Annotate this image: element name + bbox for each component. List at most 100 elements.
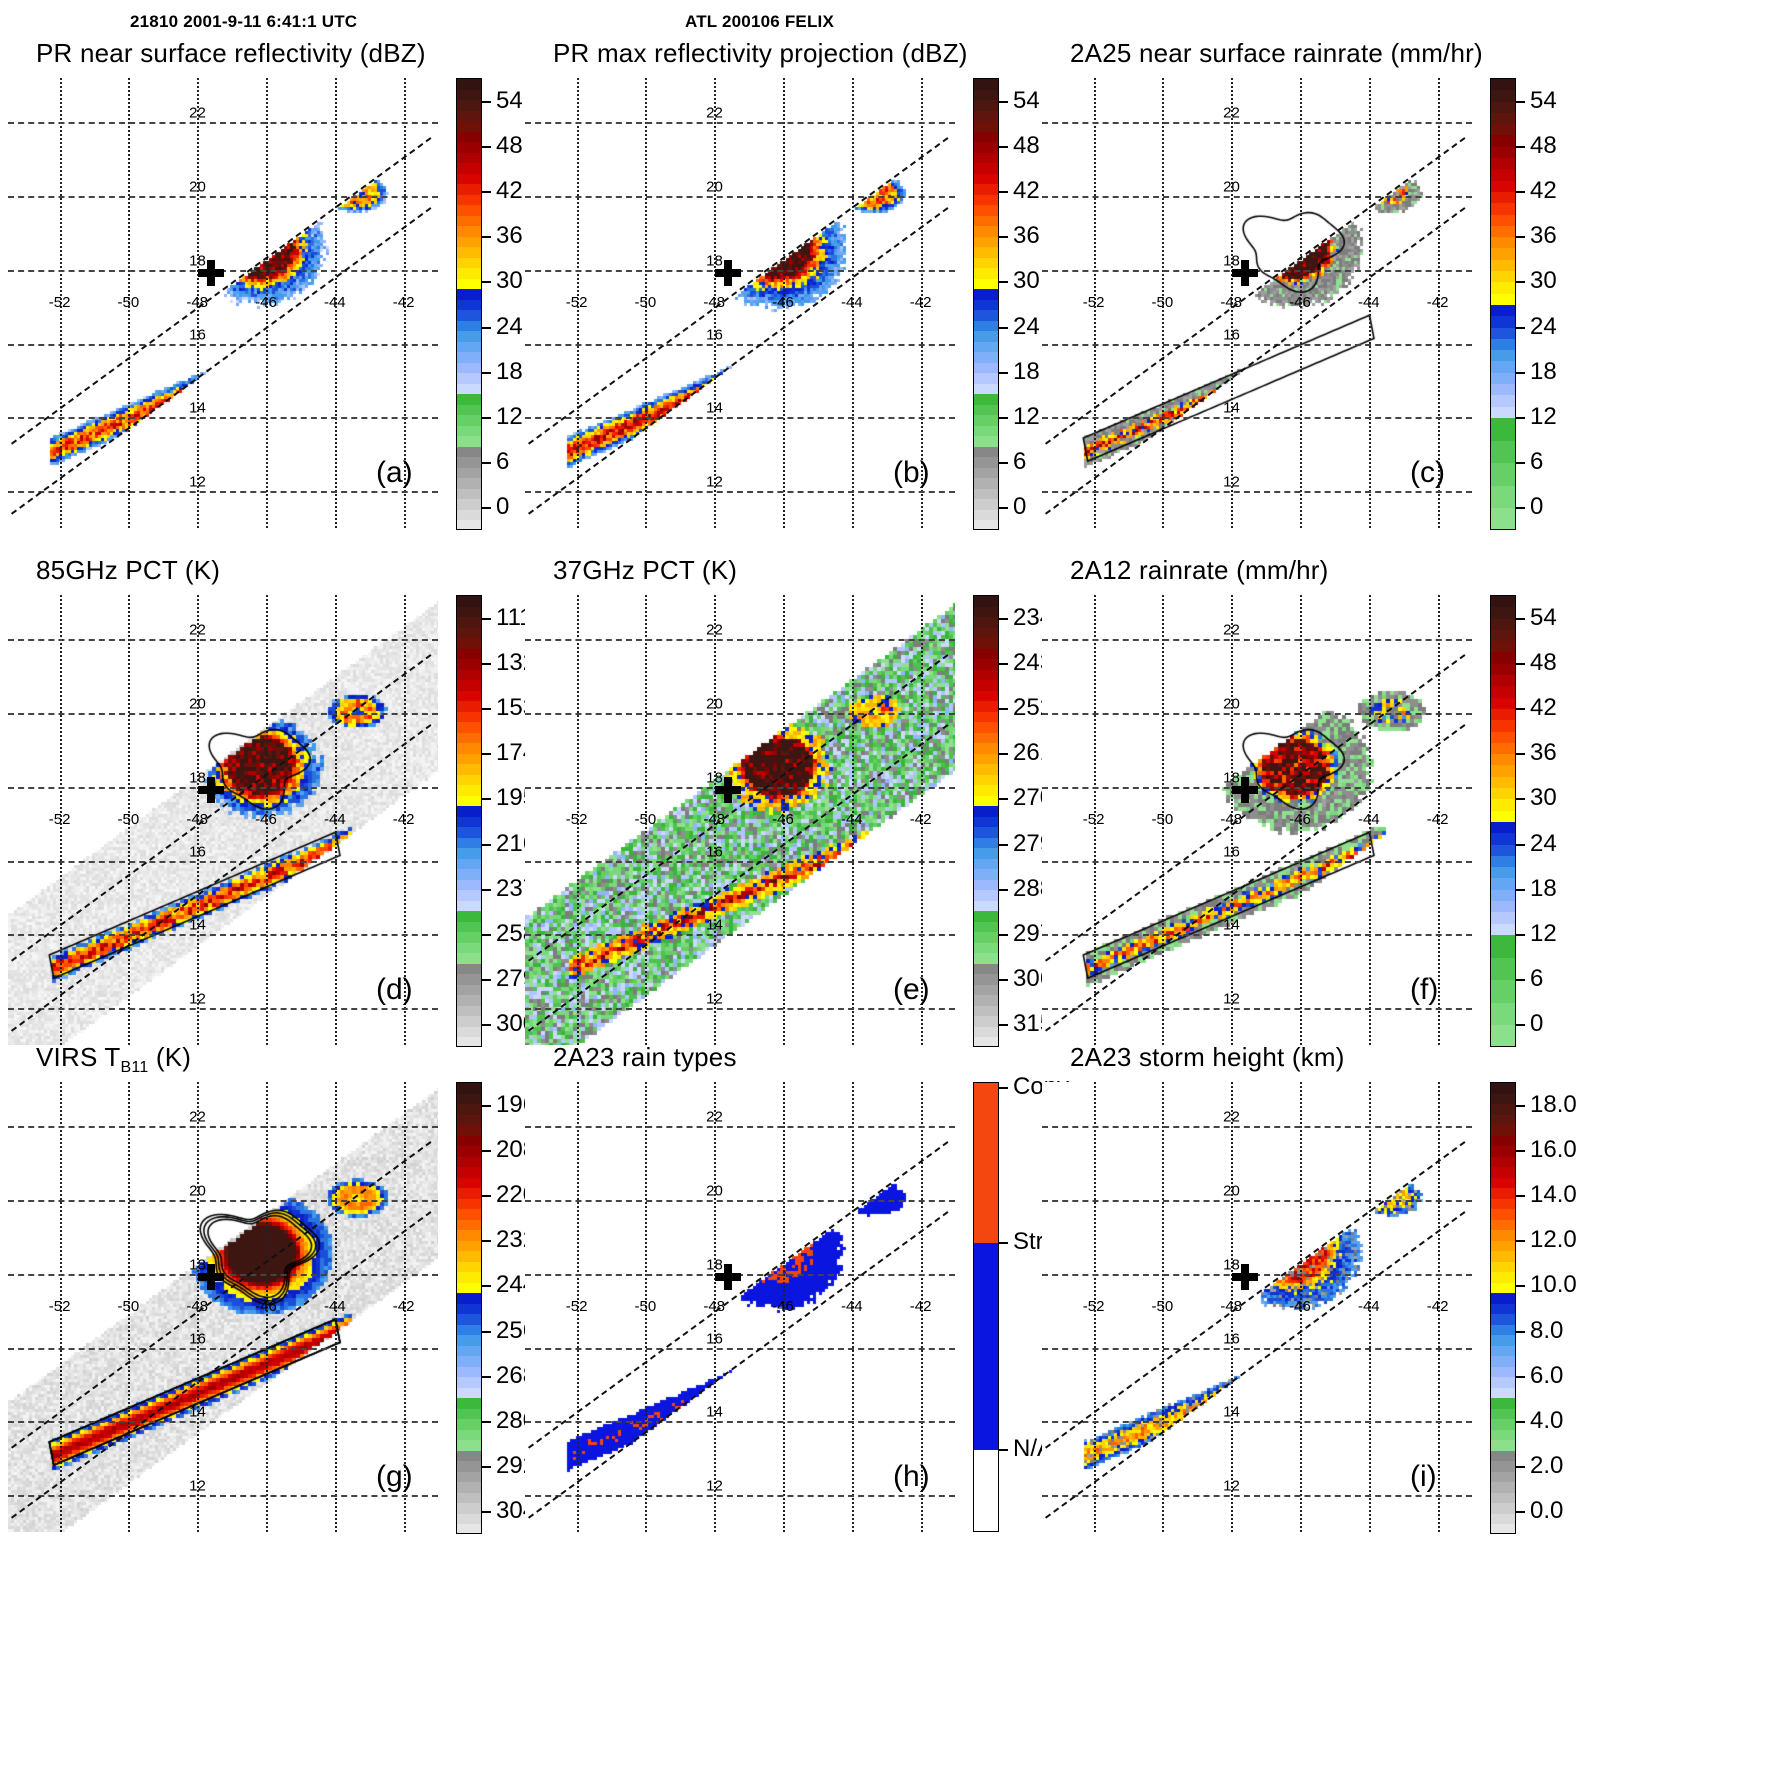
gridline-lat-22 <box>1042 639 1472 642</box>
colorbar-segment <box>1491 833 1515 845</box>
colorbar-segment <box>457 268 481 279</box>
colorbar-a: 54 48 42 36 30 24 18 12 6 0 <box>456 78 523 530</box>
colorbar-segment <box>1491 889 1515 902</box>
colorbar-segment <box>457 1026 481 1037</box>
colorbar-tick-label: 12 <box>1530 403 1557 430</box>
gridline-lat-20 <box>525 1200 955 1203</box>
lat-tick-label: 20 <box>189 1182 206 1200</box>
colorbar-segment <box>974 806 998 817</box>
colorbar-segment <box>457 1387 481 1398</box>
colorbar-segment <box>974 659 998 670</box>
colorbar-tick <box>1516 281 1525 284</box>
colorbar-segment <box>457 1104 481 1115</box>
colorbar-e: 234 243 252 261 270 279 288 297 306 315 <box>973 595 1053 1047</box>
colorbar-segment <box>457 142 481 153</box>
colorbar-segment <box>457 1366 481 1377</box>
lon-tick-label: -52 <box>565 810 588 828</box>
lon-tick-label: -42 <box>392 1297 415 1315</box>
colorbar-segment <box>974 415 998 426</box>
lon-tick-label: -42 <box>392 810 415 828</box>
colorbar-segment <box>457 816 481 827</box>
colorbar-h: ConvStratN/A <box>973 1073 1069 1532</box>
colorbar-segment <box>457 764 481 775</box>
gridline-lat-22 <box>8 1126 438 1129</box>
colorbar-segment <box>1491 867 1515 879</box>
colorbar-tick <box>482 326 491 329</box>
colorbar-segment <box>457 837 481 848</box>
colorbar-segment <box>974 478 998 489</box>
panel-letter-b: (b) <box>893 456 930 489</box>
colorbar-segment <box>457 1356 481 1367</box>
colorbar-segment <box>457 827 481 838</box>
colorbar-segment <box>1491 912 1515 924</box>
colorbar-segment-conv <box>974 1083 998 1243</box>
gridline-lon--46 <box>783 1082 785 1532</box>
lon-tick-label: -44 <box>1357 293 1380 311</box>
lat-tick-label: 12 <box>1223 473 1240 491</box>
lon-tick-label: -48 <box>186 293 209 311</box>
colorbar-tick-label: 0 <box>1530 493 1544 521</box>
colorbar-segment <box>457 1037 481 1046</box>
gridline-lat-22 <box>1042 1126 1472 1129</box>
gridline-lon--46 <box>783 78 785 528</box>
gridline-lon--48 <box>714 595 717 1045</box>
colorbar-segment <box>457 711 481 722</box>
colorbar-segment <box>1491 248 1515 260</box>
colorbar-tick-label: 24 <box>1013 312 1040 340</box>
colorbar-segment <box>1491 596 1515 608</box>
gridline-lat-14 <box>1042 417 1472 420</box>
lon-tick-label: -44 <box>1357 810 1380 828</box>
colorbar-segment <box>457 1083 481 1094</box>
colorbar-segment <box>457 446 481 457</box>
colorbar-segment <box>1491 776 1515 789</box>
colorbar-segment <box>457 205 481 216</box>
colorbar-tick <box>1516 1149 1525 1152</box>
colorbar-segment <box>974 236 998 247</box>
colorbar-segment <box>457 1429 481 1440</box>
colorbar-segment <box>1491 191 1515 204</box>
colorbar-tick <box>1516 843 1525 846</box>
lon-tick-label: -48 <box>1220 1297 1243 1315</box>
gridline-lat-12 <box>1042 1008 1472 1011</box>
colorbar-segment <box>1491 1177 1515 1188</box>
lat-tick-label: 16 <box>189 326 206 344</box>
lon-tick-label: -48 <box>1220 810 1243 828</box>
colorbar-tick <box>1516 462 1525 465</box>
colorbar-segment <box>457 869 481 880</box>
colorbar-segment <box>457 858 481 869</box>
gridline-lat-12 <box>525 1008 955 1011</box>
colorbar-segment <box>974 911 998 922</box>
panel-c: 2A25 near surface rainrate (mm/hr) -52 -50… <box>1042 38 1557 538</box>
colorbar-segment <box>974 921 998 932</box>
colorbar-tick-label: 6.0 <box>1530 1361 1564 1389</box>
panel-h: 2A23 rain types -52 -50 -48 -46 -44 -42 22 20 18 1… <box>525 1042 1069 1542</box>
colorbar-tick-label: 12.0 <box>1530 1226 1577 1254</box>
gridline-lat-14 <box>1042 1421 1472 1424</box>
lat-tick-label: 20 <box>1223 178 1240 196</box>
colorbar-segment <box>457 362 481 373</box>
colorbar-segment <box>1491 788 1515 800</box>
colorbar-segment <box>457 404 481 415</box>
panel-i: 2A23 storm height (km) -52 -50 -48 -46 -44 -42… <box>1042 1042 1577 1542</box>
data-layer-virs <box>8 1082 438 1532</box>
colorbar-tick <box>482 462 491 465</box>
colorbar-tick <box>482 798 491 801</box>
colorbar-segment <box>974 711 998 722</box>
colorbar-segment <box>974 795 998 806</box>
lon-tick-label: -50 <box>634 810 657 828</box>
colorbar-segment <box>1491 158 1515 170</box>
colorbar-segment <box>1491 203 1515 215</box>
gridline-lon--44 <box>334 78 337 528</box>
colorbar-segment <box>1491 282 1515 294</box>
colorbar-segment <box>457 1251 481 1262</box>
gridline-lon--50 <box>1162 78 1165 528</box>
colorbar-segment <box>1491 135 1515 147</box>
colorbar-segment <box>457 690 481 701</box>
colorbar-segment <box>974 331 998 342</box>
colorbar-segment <box>1491 225 1515 238</box>
colorbar-segment <box>1491 1461 1515 1472</box>
colorbar-segment <box>457 1293 481 1304</box>
map-canvas-g: -52 -50 -48 -46 -44 -42 22 20 18 16 14 12 <box>8 1082 438 1532</box>
colorbar-segment <box>1491 1429 1515 1440</box>
gridline-lat-14 <box>525 934 955 937</box>
